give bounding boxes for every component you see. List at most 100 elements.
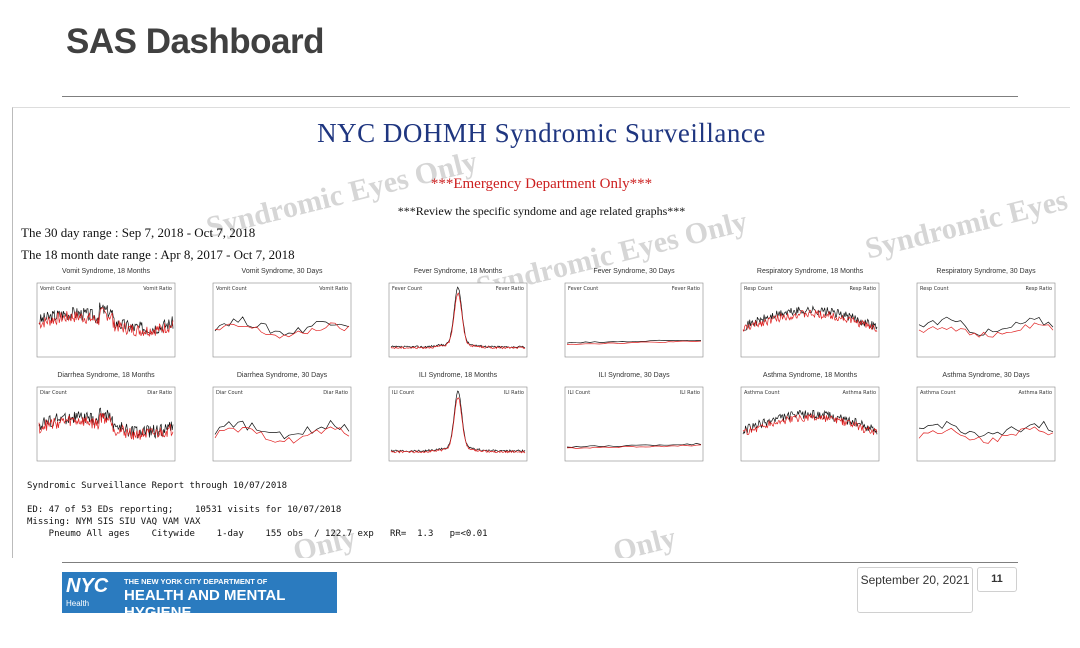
report-line: Missing: NYM SIS SIU VAQ VAM VAX <box>27 517 201 527</box>
ratio-series <box>742 309 878 333</box>
legend-label: ILI Ratio <box>504 390 524 396</box>
legend-label: ILI Ratio <box>680 390 700 396</box>
report-line: ED: 47 of 53 EDs reporting; 10531 visits… <box>27 505 342 515</box>
plot-frame <box>388 386 528 462</box>
ratio-series <box>918 426 1054 444</box>
legend-label: Resp Count <box>744 286 773 292</box>
chart-plot: Asthma Count Asthma Ratio <box>916 386 1056 462</box>
syndrome-chart: Respiratory Syndrome, 30 Days Resp Count R… <box>901 268 1070 363</box>
range-18-month: The 18 month date range : Apr 8, 2017 - … <box>21 247 295 262</box>
legend-label: Asthma Ratio <box>842 390 876 396</box>
ratio-series <box>38 307 174 337</box>
count-series <box>390 286 526 349</box>
plot-frame <box>388 282 528 358</box>
legend-label: Resp Ratio <box>849 286 876 292</box>
chart-title: Asthma Syndrome, 18 Months <box>762 372 858 379</box>
watermark: Syndromic Eyes <box>861 183 1070 266</box>
chart-title: Respiratory Syndrome, 30 Days <box>936 268 1036 275</box>
logo-line-1: THE NEW YORK CITY DEPARTMENT OF <box>124 577 268 586</box>
syndrome-chart: Respiratory Syndrome, 18 Months Resp Coun… <box>725 268 895 363</box>
legend-label: Vomit Ratio <box>143 286 172 292</box>
legend-label: Fever Ratio <box>672 286 700 292</box>
chart-plot: Resp Count Resp Ratio <box>740 282 880 358</box>
syndrome-chart: Diarrhea Syndrome, 18 Months Diar Count Di… <box>21 372 191 467</box>
watermark: Only <box>609 520 680 558</box>
legend-label: Fever Ratio <box>496 286 524 292</box>
plot-frame <box>564 282 704 358</box>
footer-divider <box>62 562 1018 563</box>
ratio-series <box>918 322 1054 338</box>
chart-title: Fever Syndrome, 18 Months <box>413 268 503 275</box>
slide-title: SAS Dashboard <box>66 22 325 61</box>
report-line: Pneumo All ages Citywide 1-day 155 obs /… <box>27 529 488 539</box>
chart-plot: Diar Count Diar Ratio <box>36 386 176 462</box>
chart-plot: ILI Count ILI Ratio <box>388 386 528 462</box>
chart-plot: ILI Count ILI Ratio <box>564 386 704 462</box>
ratio-series <box>390 292 526 350</box>
chart-title: Vomit Syndrome, 18 Months <box>62 268 150 275</box>
legend-label: Fever Count <box>392 286 422 292</box>
chart-plot: Vomit Count Vomit Ratio <box>212 282 352 358</box>
legend-label: Diar Count <box>216 390 243 396</box>
count-series <box>742 409 878 435</box>
ratio-series <box>566 444 702 449</box>
legend-label: ILI Count <box>568 390 590 396</box>
count-series <box>38 407 174 440</box>
chart-plot: Vomit Count Vomit Ratio <box>36 282 176 358</box>
plot-frame <box>916 386 1056 462</box>
chart-title: Diarrhea Syndrome, 18 Months <box>57 372 155 379</box>
plot-frame <box>212 386 352 462</box>
ratio-series <box>38 413 174 440</box>
syndrome-chart: Fever Syndrome, 18 Months Fever Count Feve… <box>373 268 543 363</box>
chart-plot: Asthma Count Asthma Ratio <box>740 386 880 462</box>
plot-frame <box>916 282 1056 358</box>
chart-plot: Fever Count Fever Ratio <box>388 282 528 358</box>
chart-title: ILI Syndrome, 30 Days <box>598 372 670 379</box>
syndrome-chart: Vomit Syndrome, 30 Days Vomit Count Vomit … <box>197 268 367 363</box>
legend-label: Resp Count <box>920 286 949 292</box>
syndrome-chart: Vomit Syndrome, 18 Months Vomit Count Vomi… <box>21 268 191 363</box>
legend-label: Diar Ratio <box>323 390 348 396</box>
nyc-health-logo: NYC Health THE NEW YORK CITY DEPARTMENT … <box>62 572 337 621</box>
count-series <box>918 420 1054 438</box>
range-30-day: The 30 day range : Sep 7, 2018 - Oct 7, … <box>21 225 256 240</box>
count-series <box>390 390 526 453</box>
syndrome-chart: Fever Syndrome, 30 Days Fever Count Fever … <box>549 268 719 363</box>
ratio-series <box>566 340 702 345</box>
dashboard-screenshot: Syndromic Eyes Only Syndromic Eyes Only … <box>12 107 1070 558</box>
dashboard-title: NYC DOHMH Syndromic Surveillance <box>317 118 766 148</box>
count-series <box>214 316 350 336</box>
chart-title: Vomit Syndrome, 30 Days <box>241 268 323 275</box>
syndrome-chart: Asthma Syndrome, 18 Months Asthma Count As… <box>725 372 895 467</box>
legend-label: Fever Count <box>568 286 598 292</box>
legend-label: Vomit Count <box>40 286 71 292</box>
plot-frame <box>36 282 176 358</box>
slide-date: September 20, 2021 <box>857 567 973 613</box>
count-series <box>566 339 702 344</box>
syndrome-chart: ILI Syndrome, 30 Days ILI Count ILI Ratio <box>549 372 719 467</box>
logo-mark-sub: Health <box>66 599 90 608</box>
chart-plot: Fever Count Fever Ratio <box>564 282 704 358</box>
syndrome-chart: ILI Syndrome, 18 Months ILI Count ILI Rati… <box>373 372 543 467</box>
legend-label: Vomit Ratio <box>319 286 348 292</box>
logo-line-2: HEALTH AND MENTAL HYGIENE <box>124 587 286 621</box>
legend-label: ILI Count <box>392 390 414 396</box>
plot-frame <box>564 386 704 462</box>
legend-label: Vomit Count <box>216 286 247 292</box>
plot-frame <box>740 386 880 462</box>
legend-label: Asthma Count <box>744 390 780 396</box>
slide-page-number: 11 <box>977 567 1017 592</box>
count-series <box>918 316 1054 336</box>
legend-label: Asthma Ratio <box>1018 390 1052 396</box>
title-divider <box>62 96 1018 97</box>
ratio-series <box>214 426 350 444</box>
report-line: Syndromic Surveillance Report through 10… <box>27 481 288 491</box>
chart-grid: Vomit Syndrome, 18 Months Vomit Count Vomi… <box>21 268 1061 468</box>
legend-label: Diar Ratio <box>147 390 172 396</box>
syndrome-chart: Diarrhea Syndrome, 30 Days Diar Count Diar… <box>197 372 367 467</box>
count-series <box>214 419 350 440</box>
chart-title: Asthma Syndrome, 30 Days <box>942 372 1030 379</box>
dashboard-subtitle: ***Review the specific syndome and age r… <box>397 204 686 218</box>
report-line <box>27 492 488 504</box>
ratio-series <box>214 322 350 339</box>
